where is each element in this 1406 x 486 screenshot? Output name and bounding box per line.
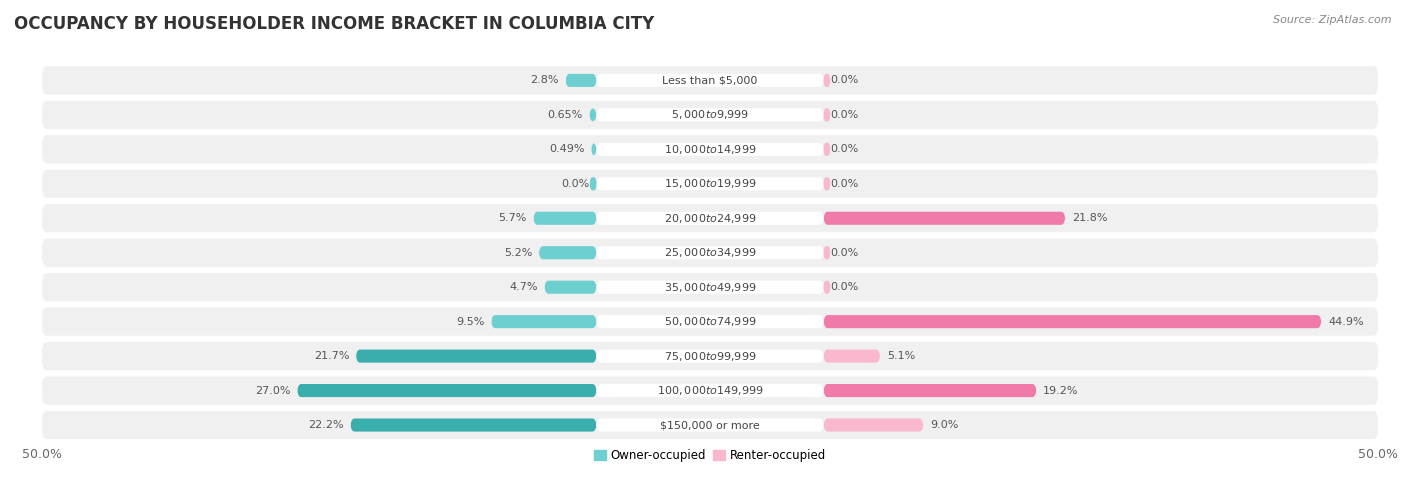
FancyBboxPatch shape xyxy=(596,315,824,328)
Text: $20,000 to $24,999: $20,000 to $24,999 xyxy=(664,212,756,225)
Text: Less than $5,000: Less than $5,000 xyxy=(662,75,758,86)
Text: 2.8%: 2.8% xyxy=(530,75,558,86)
FancyBboxPatch shape xyxy=(596,246,824,259)
FancyBboxPatch shape xyxy=(591,143,596,156)
FancyBboxPatch shape xyxy=(589,177,596,191)
Text: $35,000 to $49,999: $35,000 to $49,999 xyxy=(664,281,756,294)
Text: $25,000 to $34,999: $25,000 to $34,999 xyxy=(664,246,756,259)
Text: 0.0%: 0.0% xyxy=(561,179,589,189)
FancyBboxPatch shape xyxy=(356,349,596,363)
FancyBboxPatch shape xyxy=(596,74,824,87)
FancyBboxPatch shape xyxy=(596,177,824,191)
FancyBboxPatch shape xyxy=(42,66,1378,95)
Text: 0.65%: 0.65% xyxy=(547,110,582,120)
Text: 27.0%: 27.0% xyxy=(254,385,291,396)
Text: $100,000 to $149,999: $100,000 to $149,999 xyxy=(657,384,763,397)
FancyBboxPatch shape xyxy=(42,135,1378,163)
Text: 0.0%: 0.0% xyxy=(830,75,859,86)
Text: 21.8%: 21.8% xyxy=(1071,213,1108,223)
Text: 5.1%: 5.1% xyxy=(887,351,915,361)
Text: $75,000 to $99,999: $75,000 to $99,999 xyxy=(664,349,756,363)
FancyBboxPatch shape xyxy=(538,246,596,259)
Text: 0.0%: 0.0% xyxy=(830,282,859,292)
Text: 9.0%: 9.0% xyxy=(929,420,959,430)
Text: $150,000 or more: $150,000 or more xyxy=(661,420,759,430)
Text: 0.0%: 0.0% xyxy=(830,110,859,120)
Text: $50,000 to $74,999: $50,000 to $74,999 xyxy=(664,315,756,328)
FancyBboxPatch shape xyxy=(491,315,596,328)
FancyBboxPatch shape xyxy=(596,349,824,363)
FancyBboxPatch shape xyxy=(297,384,596,397)
Text: 44.9%: 44.9% xyxy=(1329,317,1364,327)
FancyBboxPatch shape xyxy=(824,74,830,87)
Text: 9.5%: 9.5% xyxy=(456,317,485,327)
Legend: Owner-occupied, Renter-occupied: Owner-occupied, Renter-occupied xyxy=(589,444,831,467)
FancyBboxPatch shape xyxy=(42,170,1378,198)
FancyBboxPatch shape xyxy=(596,280,824,294)
Text: $10,000 to $14,999: $10,000 to $14,999 xyxy=(664,143,756,156)
FancyBboxPatch shape xyxy=(42,273,1378,301)
Text: 22.2%: 22.2% xyxy=(308,420,343,430)
FancyBboxPatch shape xyxy=(42,308,1378,336)
FancyBboxPatch shape xyxy=(824,315,1322,328)
Text: 19.2%: 19.2% xyxy=(1043,385,1078,396)
FancyBboxPatch shape xyxy=(596,418,824,432)
FancyBboxPatch shape xyxy=(544,280,596,294)
FancyBboxPatch shape xyxy=(824,143,830,156)
FancyBboxPatch shape xyxy=(42,377,1378,405)
FancyBboxPatch shape xyxy=(824,418,924,432)
FancyBboxPatch shape xyxy=(824,280,830,294)
FancyBboxPatch shape xyxy=(824,246,830,259)
Text: $15,000 to $19,999: $15,000 to $19,999 xyxy=(664,177,756,191)
Text: 5.2%: 5.2% xyxy=(503,248,531,258)
Text: 0.49%: 0.49% xyxy=(548,144,585,155)
Text: OCCUPANCY BY HOUSEHOLDER INCOME BRACKET IN COLUMBIA CITY: OCCUPANCY BY HOUSEHOLDER INCOME BRACKET … xyxy=(14,15,654,33)
FancyBboxPatch shape xyxy=(824,212,1066,225)
FancyBboxPatch shape xyxy=(42,101,1378,129)
Text: 21.7%: 21.7% xyxy=(314,351,349,361)
FancyBboxPatch shape xyxy=(589,108,596,122)
FancyBboxPatch shape xyxy=(596,212,824,225)
Text: Source: ZipAtlas.com: Source: ZipAtlas.com xyxy=(1274,15,1392,25)
Text: $5,000 to $9,999: $5,000 to $9,999 xyxy=(671,108,749,122)
FancyBboxPatch shape xyxy=(596,108,824,122)
FancyBboxPatch shape xyxy=(533,212,596,225)
FancyBboxPatch shape xyxy=(42,204,1378,232)
FancyBboxPatch shape xyxy=(824,177,830,191)
FancyBboxPatch shape xyxy=(565,74,596,87)
FancyBboxPatch shape xyxy=(42,342,1378,370)
FancyBboxPatch shape xyxy=(824,384,1036,397)
FancyBboxPatch shape xyxy=(596,384,824,397)
FancyBboxPatch shape xyxy=(596,143,824,156)
Text: 5.7%: 5.7% xyxy=(498,213,527,223)
Text: 0.0%: 0.0% xyxy=(830,179,859,189)
FancyBboxPatch shape xyxy=(824,349,880,363)
Text: 0.0%: 0.0% xyxy=(830,144,859,155)
FancyBboxPatch shape xyxy=(350,418,596,432)
Text: 0.0%: 0.0% xyxy=(830,248,859,258)
FancyBboxPatch shape xyxy=(42,239,1378,267)
FancyBboxPatch shape xyxy=(824,108,830,122)
Text: 4.7%: 4.7% xyxy=(509,282,537,292)
FancyBboxPatch shape xyxy=(42,411,1378,439)
